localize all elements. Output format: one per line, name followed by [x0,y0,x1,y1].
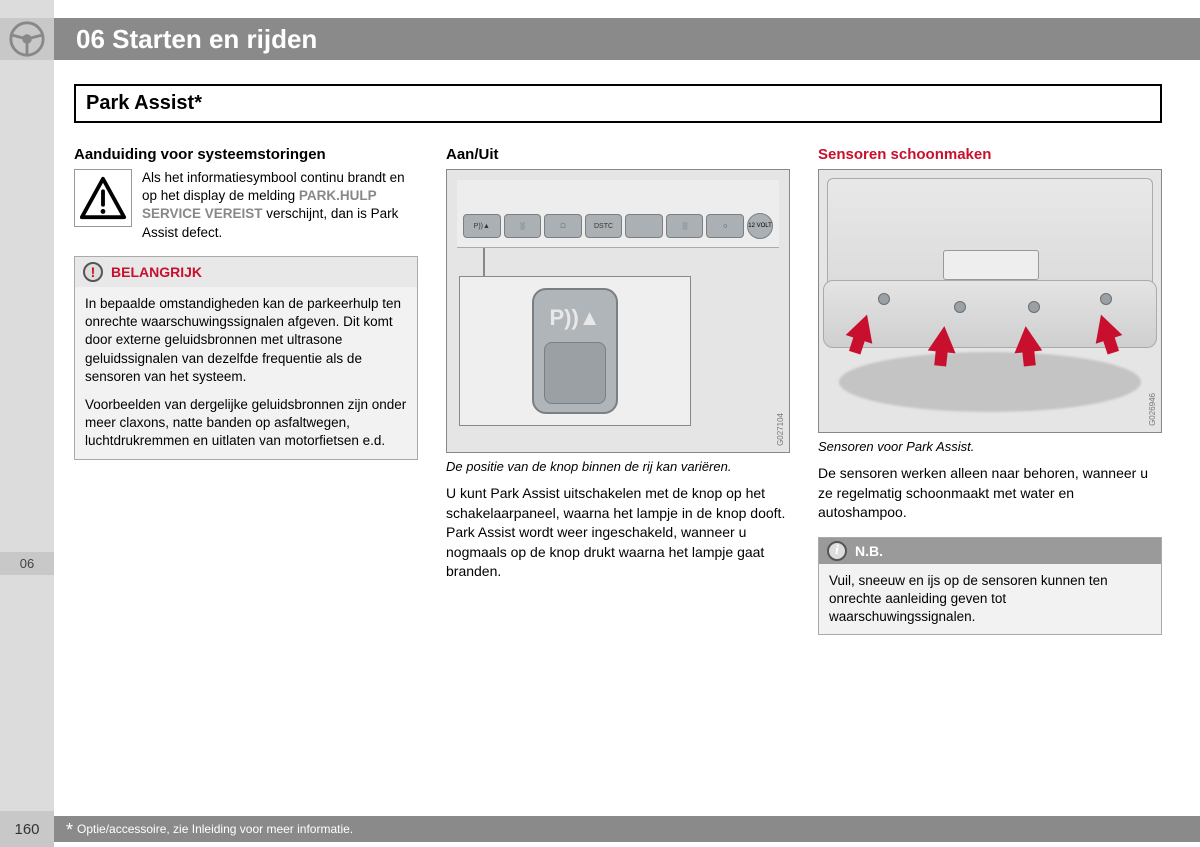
figure-code: G026946 [1148,393,1157,426]
asterisk-icon: * [66,820,73,841]
col1-heading: Aanduiding voor systeemstoringen [74,146,418,163]
sensor-icon [1100,293,1112,305]
callout-p1: In bepaalde omstandigheden kan de parkee… [85,295,407,386]
park-assist-button-icon: P))▲ [532,288,618,414]
figure-code: G027104 [776,413,785,446]
callout-body: In bepaalde omstandigheden kan de parkee… [75,287,417,459]
page-number: 160 [0,811,54,847]
column-3: Sensoren schoonmaken G026946 Sensoren vo… [818,146,1162,635]
important-callout: ! BELANGRIJK In bepaalde omstandigheden … [74,256,418,460]
figure-button-panel: P))▲ ░ □ DSTC ░ ○ 12 VOLT P))▲ G027104 [446,169,790,453]
sidebar: 06 [0,0,54,847]
content-columns: Aanduiding voor systeemstoringen Als het… [74,146,1162,635]
column-2: Aan/Uit P))▲ ░ □ DSTC ░ ○ 12 VOLT P))▲ [446,146,790,635]
arrow-icon [1012,325,1043,354]
button-rocker [544,342,606,404]
figure-bumper-sensors: G026946 [818,169,1162,433]
warning-triangle-icon [74,169,132,227]
chapter-header: 06 Starten en rijden [0,18,1200,60]
panel-button: P))▲ [463,214,501,238]
callout-title: N.B. [855,543,883,559]
note-callout: i N.B. Vuil, sneeuw en ijs op de sensore… [818,537,1162,636]
sensor-icon [878,293,890,305]
ground-shadow [839,352,1141,412]
panel-button [625,214,663,238]
chapter-tab-label: 06 [0,552,54,575]
figure-caption: De positie van de knop binnen de rij kan… [446,459,790,474]
chapter-title: 06 Starten en rijden [76,24,317,55]
button-row-panel: P))▲ ░ □ DSTC ░ ○ 12 VOLT [457,180,779,248]
callout-title: BELANGRIJK [111,264,202,280]
col3-heading: Sensoren schoonmaken [818,146,1162,163]
button-label: P))▲ [542,298,608,338]
sensor-icon [1028,301,1040,313]
button-detail: P))▲ [459,276,691,426]
callout-header: i N.B. [819,538,1161,564]
footnote-bar: * Optie/accessoire, zie Inleiding voor m… [54,816,1200,842]
footnote-text: Optie/accessoire, zie Inleiding voor mee… [77,822,353,836]
warning-block: Als het informatiesymbool continu brandt… [74,169,418,242]
callout-text: Vuil, sneeuw en ijs op de sensoren kunne… [829,572,1151,627]
panel-button: ○ [706,214,744,238]
sensor-icon [954,301,966,313]
arrow-icon [928,325,959,354]
steering-wheel-icon [0,18,54,60]
panel-button: ░ [504,214,542,238]
col2-body: U kunt Park Assist uitschakelen met de k… [446,484,790,582]
exclamation-icon: ! [83,262,103,282]
callout-header: ! BELANGRIJK [75,257,417,287]
button-row: P))▲ ░ □ DSTC ░ ○ 12 VOLT [463,213,773,239]
column-1: Aanduiding voor systeemstoringen Als het… [74,146,418,635]
license-plate [943,250,1039,280]
panel-button: ░ [666,214,704,238]
callout-body: Vuil, sneeuw en ijs op de sensoren kunne… [819,564,1161,635]
page-footer: 160 * Optie/accessoire, zie Inleiding vo… [0,811,1200,847]
callout-p2: Voorbeelden van dergelijke geluidsbronne… [85,396,407,451]
volt-socket-icon: 12 VOLT [747,213,773,239]
panel-button: □ [544,214,582,238]
section-title: Park Assist* [74,84,1162,123]
warning-text: Als het informatiesymbool continu brandt… [142,169,418,242]
figure-caption: Sensoren voor Park Assist. [818,439,1162,454]
col2-heading: Aan/Uit [446,146,790,163]
col3-body: De sensoren werken alleen naar behoren, … [818,464,1162,523]
info-icon: i [827,541,847,561]
panel-button: DSTC [585,214,623,238]
